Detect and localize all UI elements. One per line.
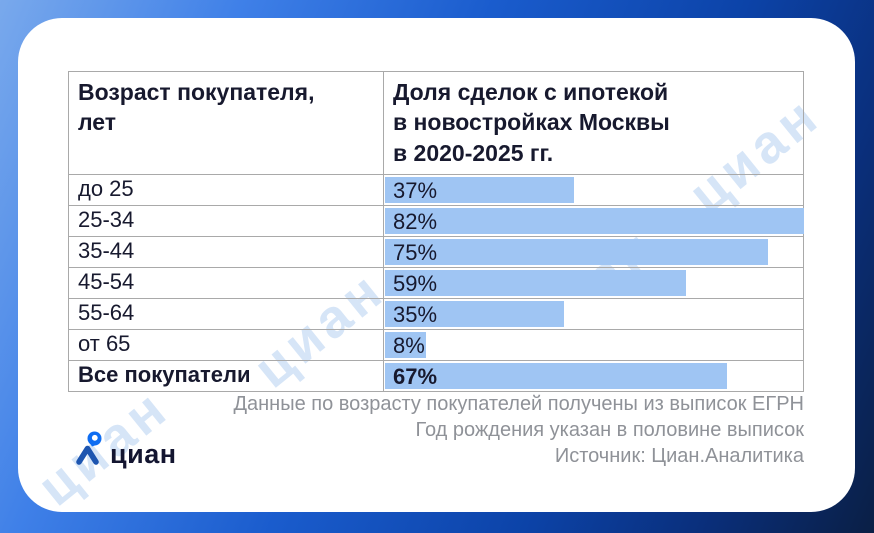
share-cell: 67% [383,360,804,393]
cian-logo-text: циан [110,439,177,469]
share-cell: 35% [383,298,804,331]
share-cell: 82% [383,205,804,238]
table-row: от 65 8% [68,329,804,362]
share-bar [385,270,687,297]
table-header: Возраст покупателя, лет Доля сделок с ип… [68,70,804,176]
table-header-row: Возраст покупателя, лет Доля сделок с ип… [68,70,804,176]
share-bar [385,332,426,359]
share-cell: 8% [383,329,804,362]
share-value-label: 37% [393,177,438,203]
table-row: 55-64 35% [68,298,804,331]
share-bar [385,177,575,204]
footnote-source-cian: Источник: Циан.Аналитика [554,445,804,467]
cian-logo: циан [74,430,177,471]
table-header-age: Возраст покупателя, лет [68,70,384,176]
share-value-label: 35% [393,301,438,327]
age-group-cell: 45-54 [68,267,384,300]
footnotes: Данные по возрасту покупателей получены … [138,391,804,469]
share-bar [385,363,728,390]
table-body: до 25 37% 25-34 82% 35-44 75% 45-54 59% 55-64 35%… [68,174,804,393]
share-value-label: 59% [393,270,438,296]
table-header-share: Доля сделок с ипотекой в новостройках Мо… [383,70,804,176]
share-value-label: 82% [393,208,438,234]
table-row: 25-34 82% [68,205,804,238]
footnote-birth-year: Год рождения указан в половине выписок [415,419,804,441]
share-cell: 75% [383,236,804,269]
share-value-label: 67% [393,363,438,389]
share-value-label: 8% [393,332,425,358]
footnote-source-egrn: Данные по возрасту покупателей получены … [233,393,804,415]
share-cell: 59% [383,267,804,300]
age-group-cell: Все покупатели [68,360,384,393]
age-group-cell: 25-34 [68,205,384,238]
share-bar [385,239,769,266]
card: ан циан циан циан Возраст покупателя, лет … [18,18,855,512]
age-group-cell: до 25 [68,174,384,207]
table-row: до 25 37% [68,174,804,207]
share-cell: 37% [383,174,804,207]
cian-logo-icon [74,430,104,471]
table-row: 45-54 59% [68,267,804,300]
share-bar [385,208,804,235]
table-row: Все покупатели 67% [68,360,804,393]
age-group-cell: 35-44 [68,236,384,269]
mortgage-share-table: Возраст покупателя, лет Доля сделок с ип… [68,70,804,393]
share-bar [385,301,564,328]
table-row: 35-44 75% [68,236,804,269]
age-group-cell: от 65 [68,329,384,362]
share-value-label: 75% [393,239,438,265]
age-group-cell: 55-64 [68,298,384,331]
